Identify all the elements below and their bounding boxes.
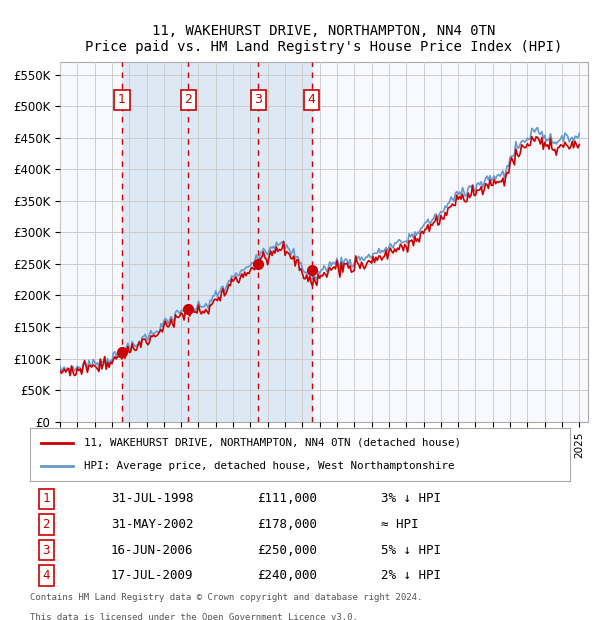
Text: 3% ↓ HPI: 3% ↓ HPI xyxy=(381,492,441,505)
Text: This data is licensed under the Open Government Licence v3.0.: This data is licensed under the Open Gov… xyxy=(30,614,358,620)
Text: 3: 3 xyxy=(43,544,50,557)
Text: 31-JUL-1998: 31-JUL-1998 xyxy=(111,492,193,505)
Title: 11, WAKEHURST DRIVE, NORTHAMPTON, NN4 0TN
Price paid vs. HM Land Registry's Hous: 11, WAKEHURST DRIVE, NORTHAMPTON, NN4 0T… xyxy=(85,24,563,54)
Text: £240,000: £240,000 xyxy=(257,569,317,582)
Text: 2: 2 xyxy=(43,518,50,531)
Text: 1: 1 xyxy=(118,94,126,107)
Text: 4: 4 xyxy=(43,569,50,582)
Bar xyxy=(122,62,312,422)
Text: HPI: Average price, detached house, West Northamptonshire: HPI: Average price, detached house, West… xyxy=(84,461,455,471)
Text: 3: 3 xyxy=(254,94,262,107)
Text: 31-MAY-2002: 31-MAY-2002 xyxy=(111,518,193,531)
Text: 4: 4 xyxy=(308,94,316,107)
Text: 11, WAKEHURST DRIVE, NORTHAMPTON, NN4 0TN (detached house): 11, WAKEHURST DRIVE, NORTHAMPTON, NN4 0T… xyxy=(84,438,461,448)
Text: 2% ↓ HPI: 2% ↓ HPI xyxy=(381,569,441,582)
Text: 16-JUN-2006: 16-JUN-2006 xyxy=(111,544,193,557)
Text: £111,000: £111,000 xyxy=(257,492,317,505)
Text: 1: 1 xyxy=(43,492,50,505)
Text: 2: 2 xyxy=(184,94,192,107)
Text: £178,000: £178,000 xyxy=(257,518,317,531)
Text: ≈ HPI: ≈ HPI xyxy=(381,518,419,531)
Text: £250,000: £250,000 xyxy=(257,544,317,557)
Text: Contains HM Land Registry data © Crown copyright and database right 2024.: Contains HM Land Registry data © Crown c… xyxy=(30,593,422,602)
Text: 17-JUL-2009: 17-JUL-2009 xyxy=(111,569,193,582)
Text: 5% ↓ HPI: 5% ↓ HPI xyxy=(381,544,441,557)
